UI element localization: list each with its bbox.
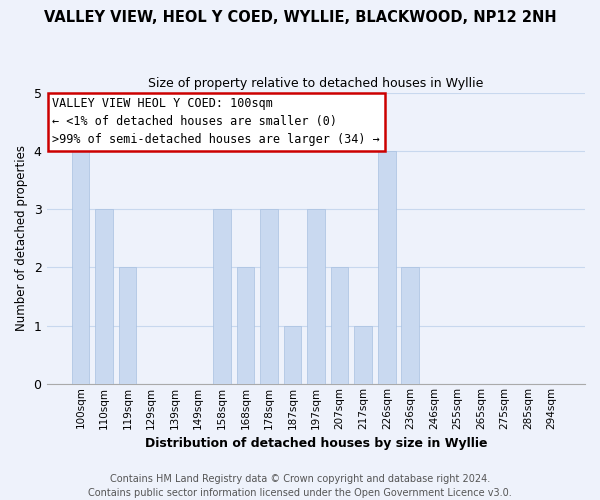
Y-axis label: Number of detached properties: Number of detached properties <box>15 146 28 332</box>
Bar <box>236 268 254 384</box>
Bar <box>71 151 89 384</box>
Title: Size of property relative to detached houses in Wyllie: Size of property relative to detached ho… <box>148 78 484 90</box>
Text: VALLEY VIEW HEOL Y COED: 100sqm
← <1% of detached houses are smaller (0)
>99% of: VALLEY VIEW HEOL Y COED: 100sqm ← <1% of… <box>52 98 380 146</box>
Bar <box>378 151 395 384</box>
X-axis label: Distribution of detached houses by size in Wyllie: Distribution of detached houses by size … <box>145 437 487 450</box>
Bar <box>213 210 230 384</box>
Bar <box>401 268 419 384</box>
Bar <box>284 326 301 384</box>
Text: VALLEY VIEW, HEOL Y COED, WYLLIE, BLACKWOOD, NP12 2NH: VALLEY VIEW, HEOL Y COED, WYLLIE, BLACKW… <box>44 10 556 25</box>
Bar <box>95 210 113 384</box>
Bar <box>355 326 372 384</box>
Text: Contains HM Land Registry data © Crown copyright and database right 2024.
Contai: Contains HM Land Registry data © Crown c… <box>88 474 512 498</box>
Bar <box>260 210 278 384</box>
Bar <box>331 268 349 384</box>
Bar <box>119 268 136 384</box>
Bar <box>307 210 325 384</box>
